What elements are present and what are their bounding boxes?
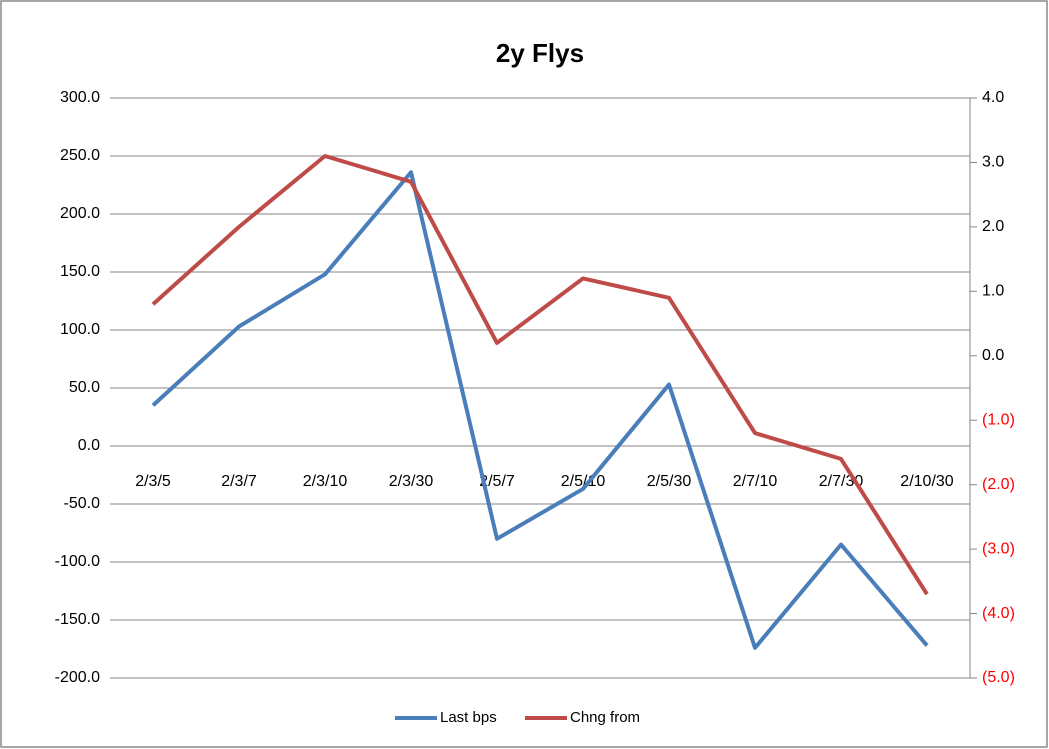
x-tick-label: 2/3/7 (221, 473, 257, 490)
y-tick-label: -50.0 (64, 495, 101, 512)
y2-tick-label: 3.0 (982, 154, 1004, 171)
y-tick-label: 200.0 (60, 205, 100, 222)
x-tick-label: 2/3/5 (135, 473, 171, 490)
y-tick-label: 0.0 (78, 437, 100, 454)
y2-tick-label: (1.0) (982, 411, 1015, 428)
y2-tick-label: (4.0) (982, 605, 1015, 622)
x-tick-label: 2/3/10 (303, 473, 348, 490)
x-tick-label: 2/5/30 (647, 473, 692, 490)
x-tick-label: 2/10/30 (900, 473, 953, 490)
y-tick-label: -100.0 (55, 553, 100, 570)
y2-tick-label: 0.0 (982, 347, 1004, 364)
series-line (151, 170, 929, 650)
x-tick-label: 2/3/30 (389, 473, 434, 490)
x-tick-label: 2/5/7 (479, 473, 515, 490)
y-tick-label: 300.0 (60, 89, 100, 106)
y2-tick-label: 4.0 (982, 89, 1004, 106)
y2-tick-label: (5.0) (982, 669, 1015, 686)
y-tick-label: 50.0 (69, 379, 100, 396)
series-line (151, 154, 929, 596)
legend-label: Chng from (570, 709, 640, 726)
legend-label: Last bps (440, 709, 497, 726)
x-tick-label: 2/7/10 (733, 473, 778, 490)
y2-tick-label: 1.0 (982, 283, 1004, 300)
y-tick-label: 250.0 (60, 147, 100, 164)
y-tick-label: 150.0 (60, 263, 100, 280)
y-tick-label: -150.0 (55, 611, 100, 628)
y2-tick-label: (2.0) (982, 476, 1015, 493)
y-tick-label: 100.0 (60, 321, 100, 338)
y-tick-label: -200.0 (55, 669, 100, 686)
y2-tick-label: 2.0 (982, 218, 1004, 235)
chart-title: 2y Flys (496, 38, 584, 68)
y2-tick-label: (3.0) (982, 540, 1015, 557)
